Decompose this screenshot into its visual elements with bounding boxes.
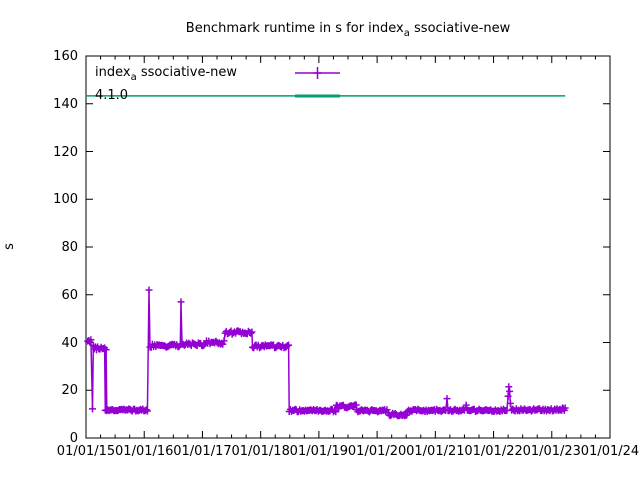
axis-ticks [85,55,611,439]
series-line [87,289,566,417]
series-point-markers [84,286,569,420]
legend-series-suffix: ssociative-new [136,65,238,80]
y-tick-label: 120 [53,144,78,160]
x-tick-label: 01/01/16 [115,444,174,459]
y-axis-label: s [1,243,17,250]
x-tick-label: 01/01/24 [580,444,640,459]
legend-series-prefix: index [95,65,131,80]
x-tick-label: 01/01/22 [464,444,523,459]
legend-series-subscript: a [130,72,137,83]
chart-title: Benchmark runtime in s for indexa ssocia… [86,21,610,41]
chart-title-prefix: Benchmark runtime in s for index [185,21,404,36]
y-tick-label: 100 [53,192,78,208]
legend-label-series: indexa ssociative-new [95,65,237,85]
x-tick-label: 01/01/23 [522,444,581,459]
x-tick-label: 01/01/17 [173,444,232,459]
y-tick-label: 0 [69,431,78,446]
x-tick-label: 01/01/18 [231,444,290,459]
x-tick-label: 01/01/15 [56,444,116,459]
x-tick-label: 01/01/21 [406,444,465,459]
plot-border [85,55,611,439]
chart-title-subscript: a [403,28,410,39]
chart-title-suffix: ssociative-new [409,21,511,36]
x-tick-label: 01/01/20 [347,444,407,459]
y-tick-label: 140 [53,96,78,112]
y-tick-label: 40 [61,335,78,351]
y-tick-label: 80 [61,240,78,255]
y-tick-label: 20 [61,383,78,399]
x-tick-label: 01/01/19 [289,444,349,459]
legend-sample-series-marker [313,67,322,79]
y-tick-label: 160 [53,49,78,64]
y-tick-label: 60 [61,287,78,303]
legend-label-reference: 4.1.0 [95,88,129,103]
